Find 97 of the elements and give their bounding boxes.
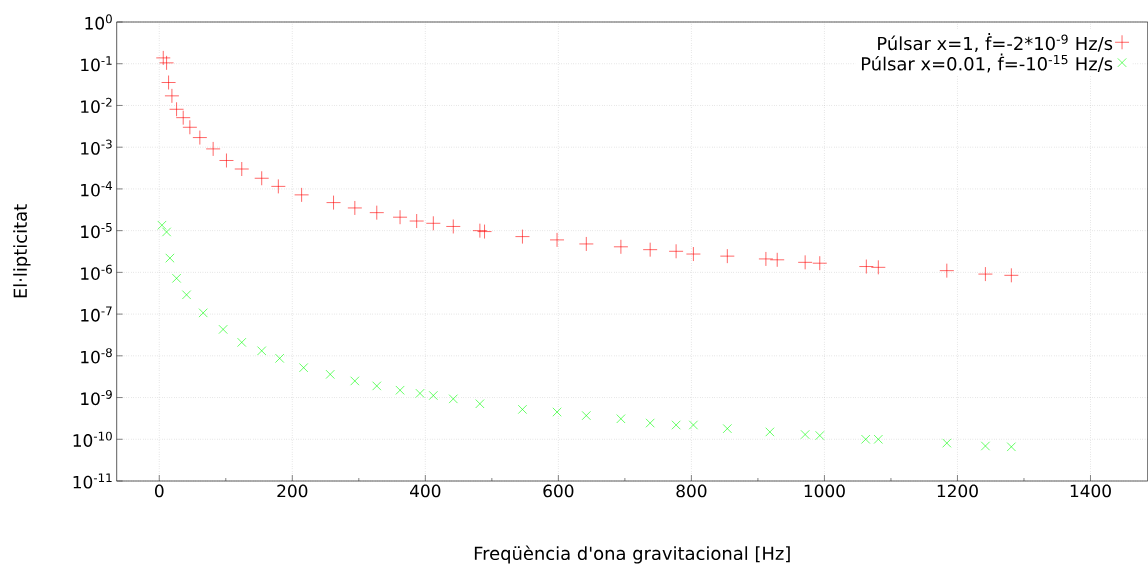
x-tick-label: 1400 [1070,484,1111,498]
y-tick-label: 10$^{-1}$ [81,56,112,72]
point [616,414,626,424]
point [237,337,247,347]
point [157,220,167,230]
point [722,424,732,434]
point [448,394,458,404]
x-tick-label: 400 [410,484,441,498]
point [477,224,492,239]
point [939,263,955,278]
point [769,252,785,268]
point [1006,442,1016,452]
point [326,195,341,210]
point [182,119,198,135]
point [613,239,629,255]
point [581,411,591,421]
legend-label: Púlsar x=1, ḟ=-2*10$^{-9}$ Hz/s [878,33,1113,53]
point [218,324,228,334]
point [172,273,182,283]
point [162,227,172,237]
y-tick-label: 10$^{-2}$ [81,97,112,114]
x-tick-label: 0 [154,484,164,498]
point [409,213,424,229]
point [415,388,425,398]
x-axis-title: Freqüència d'ona gravitacional [Hz] [474,545,790,564]
point [517,404,527,414]
point [372,381,382,391]
point [192,130,208,145]
point [294,187,309,203]
y-tick-label: 10$^{-6}$ [81,264,112,281]
point [688,420,698,430]
y-tick-label: 10$^{0}$ [85,14,112,30]
point [165,253,175,263]
y-tick-label: 10$^{-10}$ [73,431,112,447]
y-axis-title: El·lipticitat [13,204,31,298]
point [205,141,221,157]
point [159,55,174,71]
point [797,255,813,270]
point [428,390,438,401]
point [720,248,735,264]
y-tick-label: 10$^{-7}$ [81,306,112,322]
point [445,219,461,234]
point [579,236,594,252]
point [758,251,774,267]
y-tick-label: 10$^{-8}$ [81,348,112,364]
point [426,215,441,231]
legend-label: Púlsar x=0.01, ḟ=-10$^{-15}$ Hz/s [861,53,1113,73]
point [369,205,385,220]
point [645,418,655,428]
point [234,161,250,177]
point [668,243,684,259]
point [182,290,192,300]
point [765,427,775,437]
point [395,385,405,395]
point [978,266,993,282]
point [257,346,267,356]
point [980,441,990,451]
point [871,260,886,275]
point [812,255,828,271]
point [161,75,176,90]
point [271,179,286,194]
point [873,434,883,444]
y-tick-label: 10$^{-5}$ [81,223,112,239]
y-tick-label: 10$^{-9}$ [81,389,112,406]
point [164,88,180,104]
point [347,200,363,216]
point [219,153,234,168]
point [254,170,270,186]
point [325,369,335,379]
point [299,363,309,373]
x-tick-label: 800 [676,484,707,498]
point [515,229,530,244]
y-tick-label: 10$^{-3}$ [81,139,112,155]
point [642,242,658,257]
point [155,50,171,66]
point [275,353,285,363]
x-tick-label: 200 [277,484,308,498]
point [815,430,825,441]
x-tick-label: 1000 [804,484,845,498]
point [859,259,874,274]
point [549,232,565,248]
point [472,223,488,238]
point [475,399,485,409]
point [1004,268,1019,283]
point [686,246,701,262]
x-tick-label: 600 [543,484,574,498]
point [552,407,562,417]
point [198,308,208,318]
point [671,420,681,430]
point [800,429,810,440]
point [350,376,360,386]
point [861,434,871,444]
point [392,209,408,225]
y-tick-label: 10$^{-4}$ [81,181,113,197]
y-tick-label: 10$^{-11}$ [73,473,112,489]
x-tick-label: 1200 [937,484,978,498]
point [942,438,952,448]
